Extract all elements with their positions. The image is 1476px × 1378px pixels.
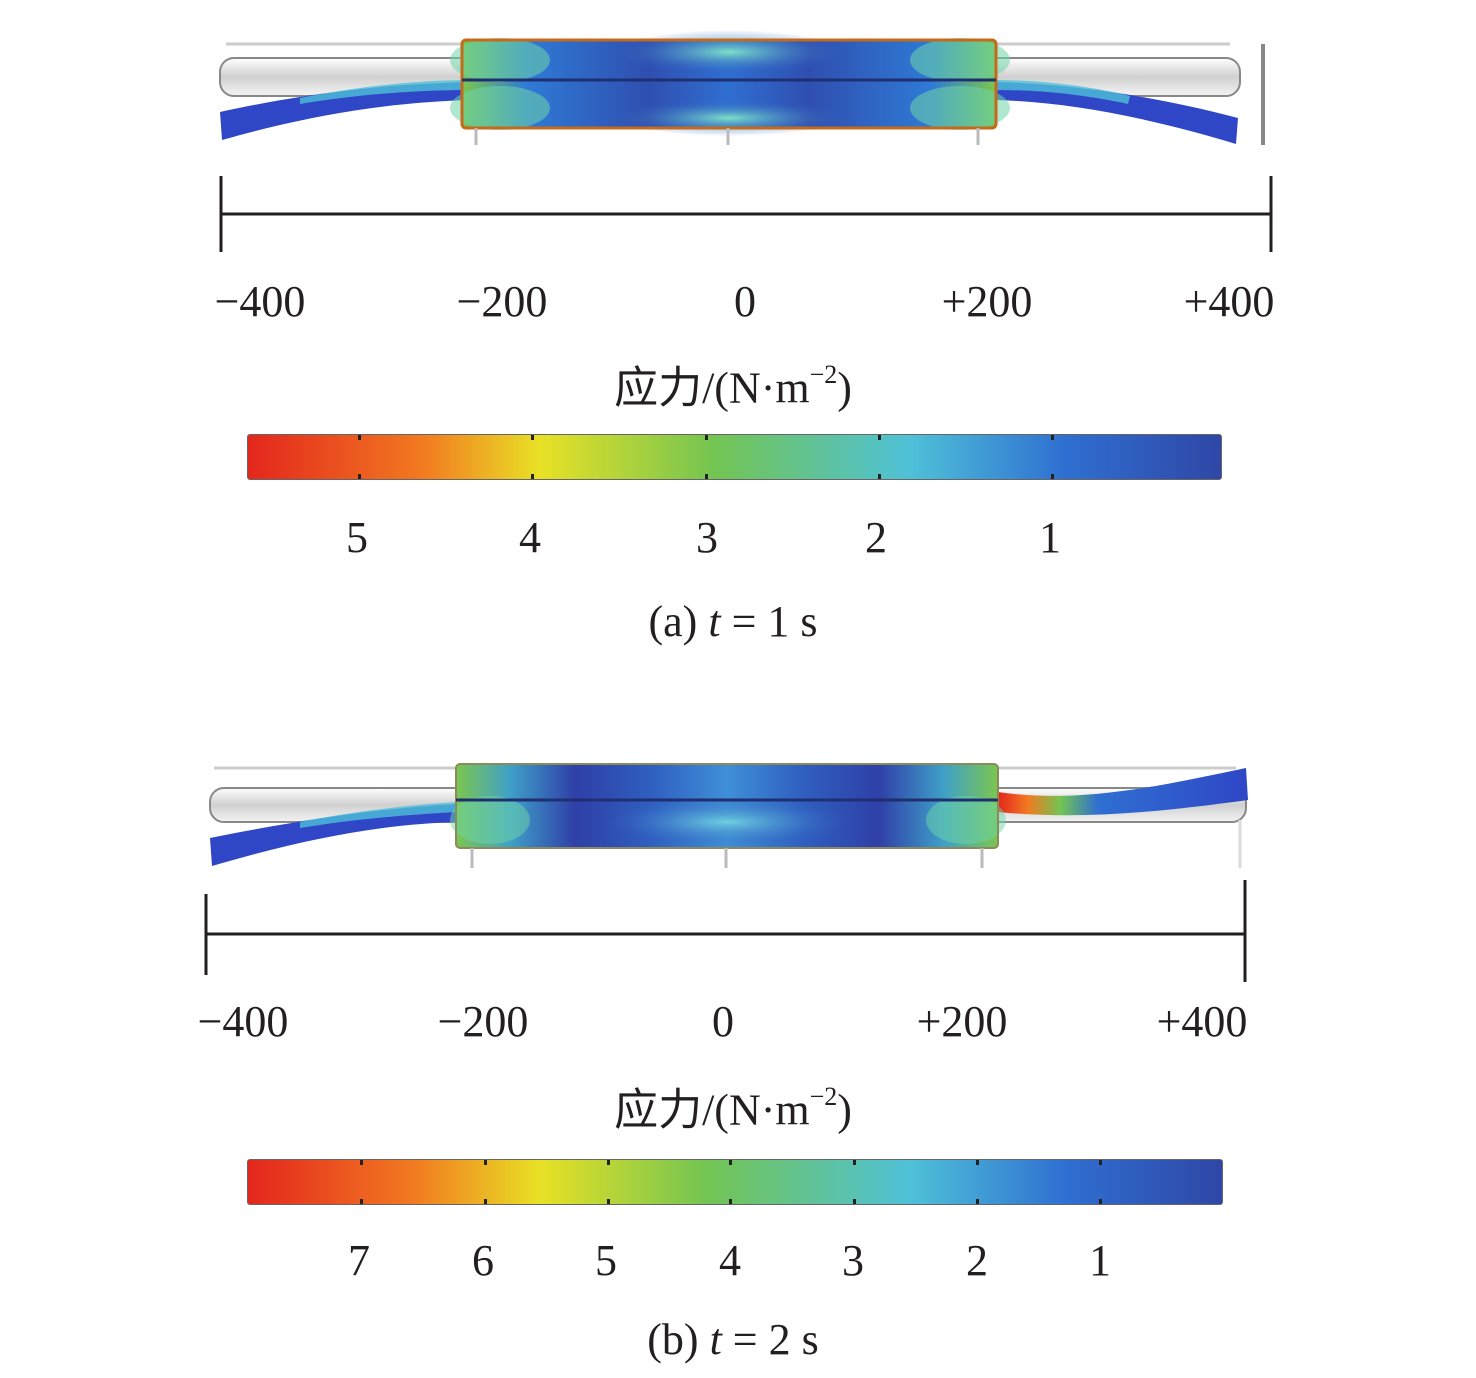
- panel-b: −400 −200 0 +200 +400 应力/(N·m−2) 7 6 5 4…: [0, 720, 1476, 1378]
- colorbar-label-a-2: 3: [696, 513, 718, 562]
- panel-a: −400 −200 0 +200 +400 应力/(N·m−2) 5 4 3 2…: [0, 0, 1476, 660]
- unit-label-a: 应力/(N·m−2): [614, 360, 852, 413]
- caption-b: (b) t = 2 s: [647, 1315, 819, 1364]
- axis-tick-b-4: +400: [1156, 997, 1248, 1046]
- unit-label-b: 应力/(N·m−2): [614, 1082, 852, 1135]
- deformed-tail-right: [995, 82, 1238, 144]
- colorbar-label-b-6: 1: [1089, 1236, 1111, 1285]
- caption-a: (a) t = 1 s: [648, 597, 818, 646]
- colorbar-label-a-4: 1: [1039, 513, 1061, 562]
- axis-tick-a-0: −400: [214, 277, 306, 326]
- colorbar-label-a-0: 5: [346, 513, 368, 562]
- axis-tick-a-3: +200: [941, 277, 1033, 326]
- deformed-body: [462, 40, 996, 128]
- axis-tick-b-1: −200: [437, 997, 529, 1046]
- colorbar-label-b-3: 4: [719, 1236, 741, 1285]
- colorbar-label-b-5: 2: [966, 1236, 988, 1285]
- axis-tick-a-2: 0: [734, 277, 756, 326]
- axis-tick-b-3: +200: [916, 997, 1008, 1046]
- deformed-tail-left-b: [210, 804, 458, 866]
- axis-tick-b-2: 0: [712, 997, 734, 1046]
- colorbar-a: [247, 434, 1222, 480]
- colorbar-label-b-4: 3: [842, 1236, 864, 1285]
- axis-tick-b-0: −400: [197, 997, 289, 1046]
- axis-tick-a-1: −200: [456, 277, 548, 326]
- colorbar-label-a-1: 4: [519, 513, 541, 562]
- colorbar-label-b-2: 5: [595, 1236, 617, 1285]
- axis-tick-a-4: +400: [1183, 277, 1275, 326]
- stress-simulation-a: [219, 30, 1273, 252]
- deformed-tail-left: [220, 82, 470, 140]
- stress-simulation-b: [204, 763, 1248, 982]
- colorbar-label-a-3: 2: [865, 513, 887, 562]
- deformed-tail-right-b: [998, 768, 1248, 816]
- colorbar-b: [247, 1159, 1223, 1205]
- colorbar-label-b-1: 6: [472, 1236, 494, 1285]
- colorbar-label-b-0: 7: [348, 1236, 370, 1285]
